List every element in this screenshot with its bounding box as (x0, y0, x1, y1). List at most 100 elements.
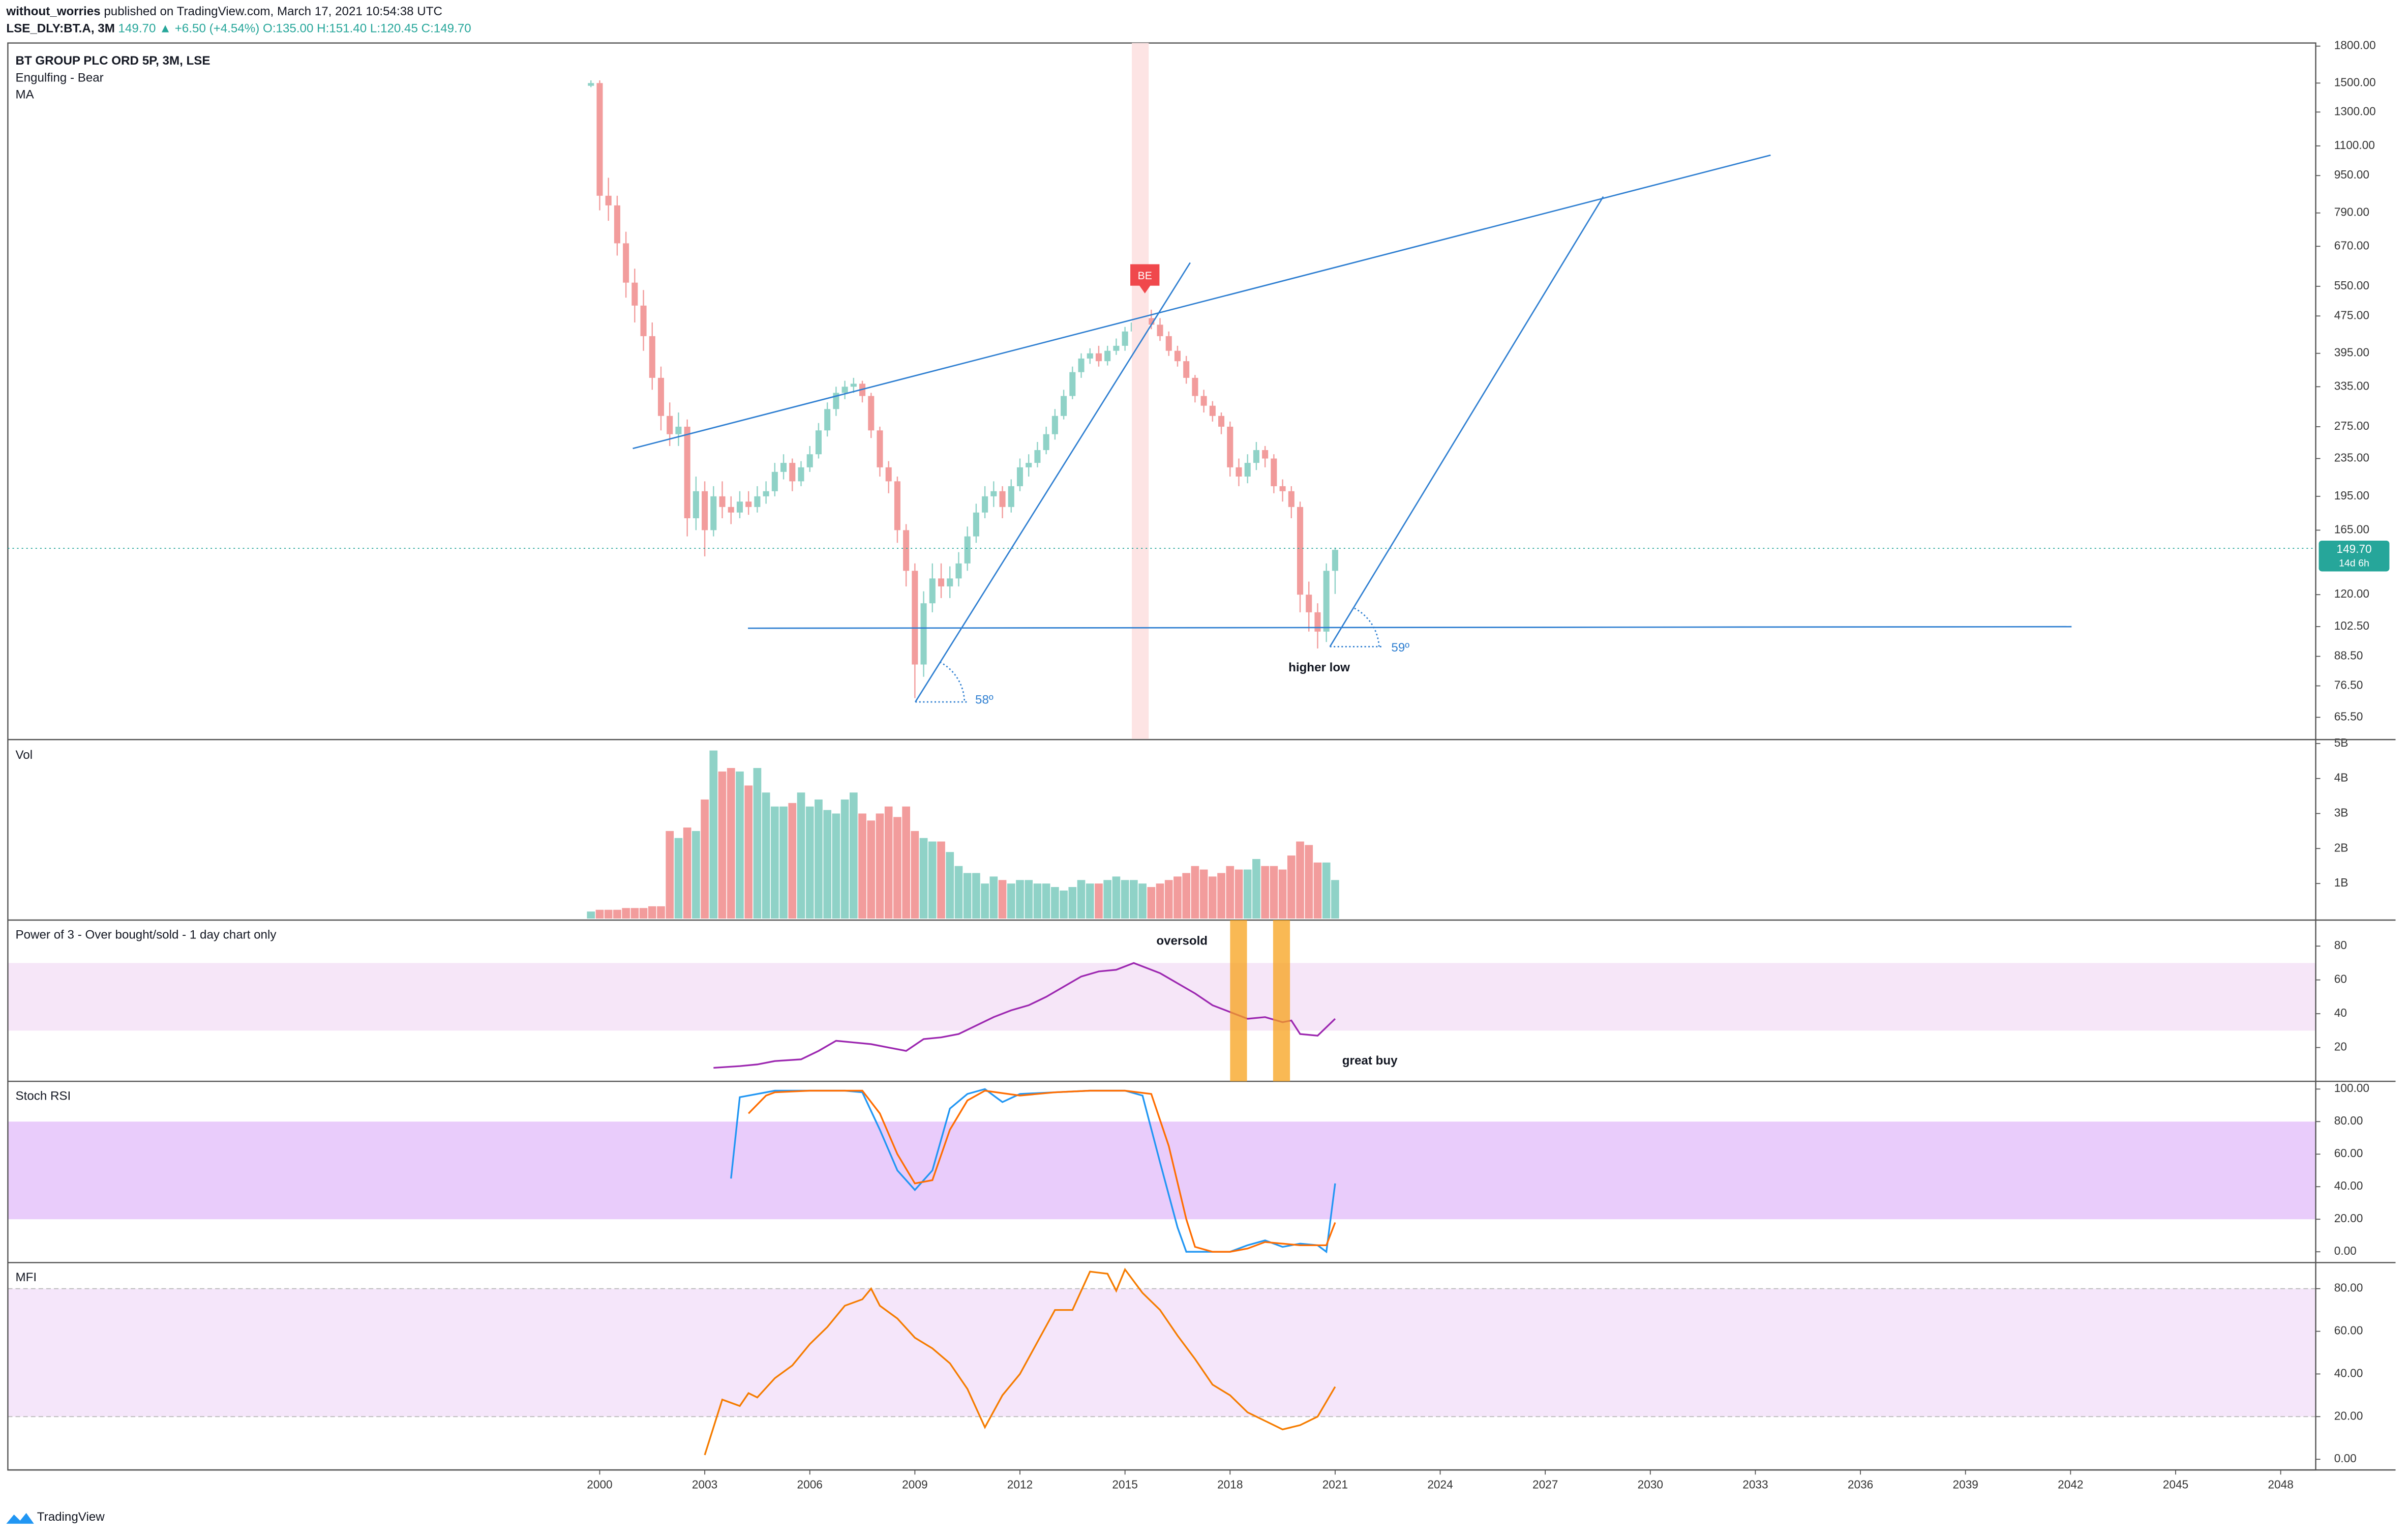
angle-label: 59º (1391, 641, 1409, 655)
ohlc-open: O:135.00 (263, 22, 313, 36)
volume-bar (1252, 859, 1260, 919)
volume-bar (657, 906, 665, 919)
symbol-line: LSE_DLY:BT.A, 3M 149.70 ▲ +6.50 (+4.54%)… (6, 22, 471, 36)
change: ▲ +6.50 (+4.54%) (159, 22, 259, 36)
symbol: LSE_DLY:BT.A, 3M (6, 22, 114, 36)
oversold-zone (1230, 920, 1247, 1082)
support-line (748, 626, 2072, 629)
y-tick-label: 1300.00 (2334, 104, 2376, 117)
volume-bar (963, 873, 972, 919)
layers: 1800.00 1500.00 1300.00 1100.00 950.00 790.00… (8, 39, 2376, 1491)
candle-body (850, 383, 857, 387)
band (8, 963, 2316, 1031)
angle-label: 58º (975, 693, 994, 706)
volume-bar (744, 785, 753, 919)
volume-bar (595, 909, 604, 919)
volume-bar (1033, 883, 1042, 919)
candle-body (657, 377, 665, 416)
volume-bar (1164, 880, 1173, 919)
candle-body (588, 83, 594, 86)
volume-bar (1068, 887, 1077, 919)
candle-body (1104, 350, 1111, 362)
y-tick-label: 102.50 (2334, 619, 2369, 632)
volume-bar (1007, 883, 1015, 919)
volume-bar (972, 873, 980, 919)
volume-bar (937, 841, 945, 919)
candle-body (1034, 450, 1041, 463)
candle-body (1051, 416, 1058, 434)
volume-bar (1121, 880, 1129, 919)
volume-bar (981, 883, 989, 919)
candle-body (1314, 612, 1321, 632)
indicator-line (747, 1089, 1336, 1253)
volume-bar (805, 806, 814, 919)
angle-arc (1354, 607, 1380, 647)
angle-arc (939, 661, 966, 702)
stoch-title: Stoch RSI (16, 1089, 71, 1103)
volume-bar (1243, 869, 1252, 919)
volume-bar (946, 852, 954, 919)
ohlc-low: L:120.45 (370, 22, 418, 36)
volume-bar (919, 838, 928, 919)
x-tick-label: 2012 (1007, 1478, 1033, 1491)
candle-body (1087, 353, 1093, 359)
volume-bar (779, 806, 788, 919)
candle-body (877, 430, 883, 467)
candle-body (702, 491, 708, 530)
volume-bar (954, 866, 963, 919)
candle-body (1323, 571, 1330, 632)
candle-body (789, 463, 796, 482)
y-tick-label: 120.00 (2334, 587, 2369, 600)
candle-body (1122, 331, 1128, 346)
candle-body (596, 83, 603, 196)
volume-bar (1261, 866, 1269, 919)
candle-body (1236, 467, 1242, 477)
y-tick-label: 950.00 (2334, 168, 2369, 181)
candle-body (947, 578, 953, 586)
author: without_worries (6, 5, 100, 19)
candle-body (1026, 463, 1032, 467)
volume-bar (840, 799, 849, 919)
volume-bar (1278, 869, 1287, 919)
y-tick-label: 60.00 (2334, 1146, 2363, 1160)
candle-body (798, 467, 804, 482)
candle-body (929, 578, 936, 604)
ohlc-high: H:151.40 (317, 22, 367, 36)
candle-body (982, 496, 988, 513)
candle-body (1271, 458, 1277, 486)
volume-bar (709, 750, 718, 919)
volume-bar (989, 876, 998, 919)
candle-body (763, 491, 769, 496)
candle-body (728, 507, 734, 513)
y-tick-label: 60.00 (2334, 1324, 2363, 1337)
y-tick-label: 76.50 (2334, 678, 2363, 691)
y-tick-label: 5B (2334, 736, 2349, 749)
volume-bar (1051, 887, 1059, 919)
volume-bar (622, 908, 630, 919)
last-price-label: 149.70 (2336, 542, 2371, 555)
volume-bar (876, 813, 884, 919)
volume-bar (630, 908, 639, 919)
y-tick-label: 100.00 (2334, 1081, 2369, 1095)
volume-bar (1322, 862, 1331, 919)
highlight-band (1132, 43, 1149, 739)
candle-body (973, 512, 979, 537)
candle-body (1165, 336, 1172, 351)
volume-bar (928, 841, 937, 919)
candle-body (912, 571, 918, 665)
x-tick-label: 2006 (797, 1478, 823, 1491)
candle-body (885, 467, 892, 482)
volume-bar (911, 831, 919, 919)
volume-bar (648, 906, 656, 919)
y-tick-label: 395.00 (2334, 346, 2369, 359)
volume-bar (1313, 862, 1322, 919)
price-subtitle: Engulfing - Bear (16, 71, 104, 84)
y-tick-label: 195.00 (2334, 489, 2369, 502)
volume-bar (1156, 883, 1164, 919)
volume-bar (1287, 855, 1296, 919)
y-tick-label: 40.00 (2334, 1179, 2363, 1192)
candle-body (868, 396, 875, 431)
candle-body (824, 409, 831, 431)
x-tick-label: 2027 (1532, 1478, 1558, 1491)
